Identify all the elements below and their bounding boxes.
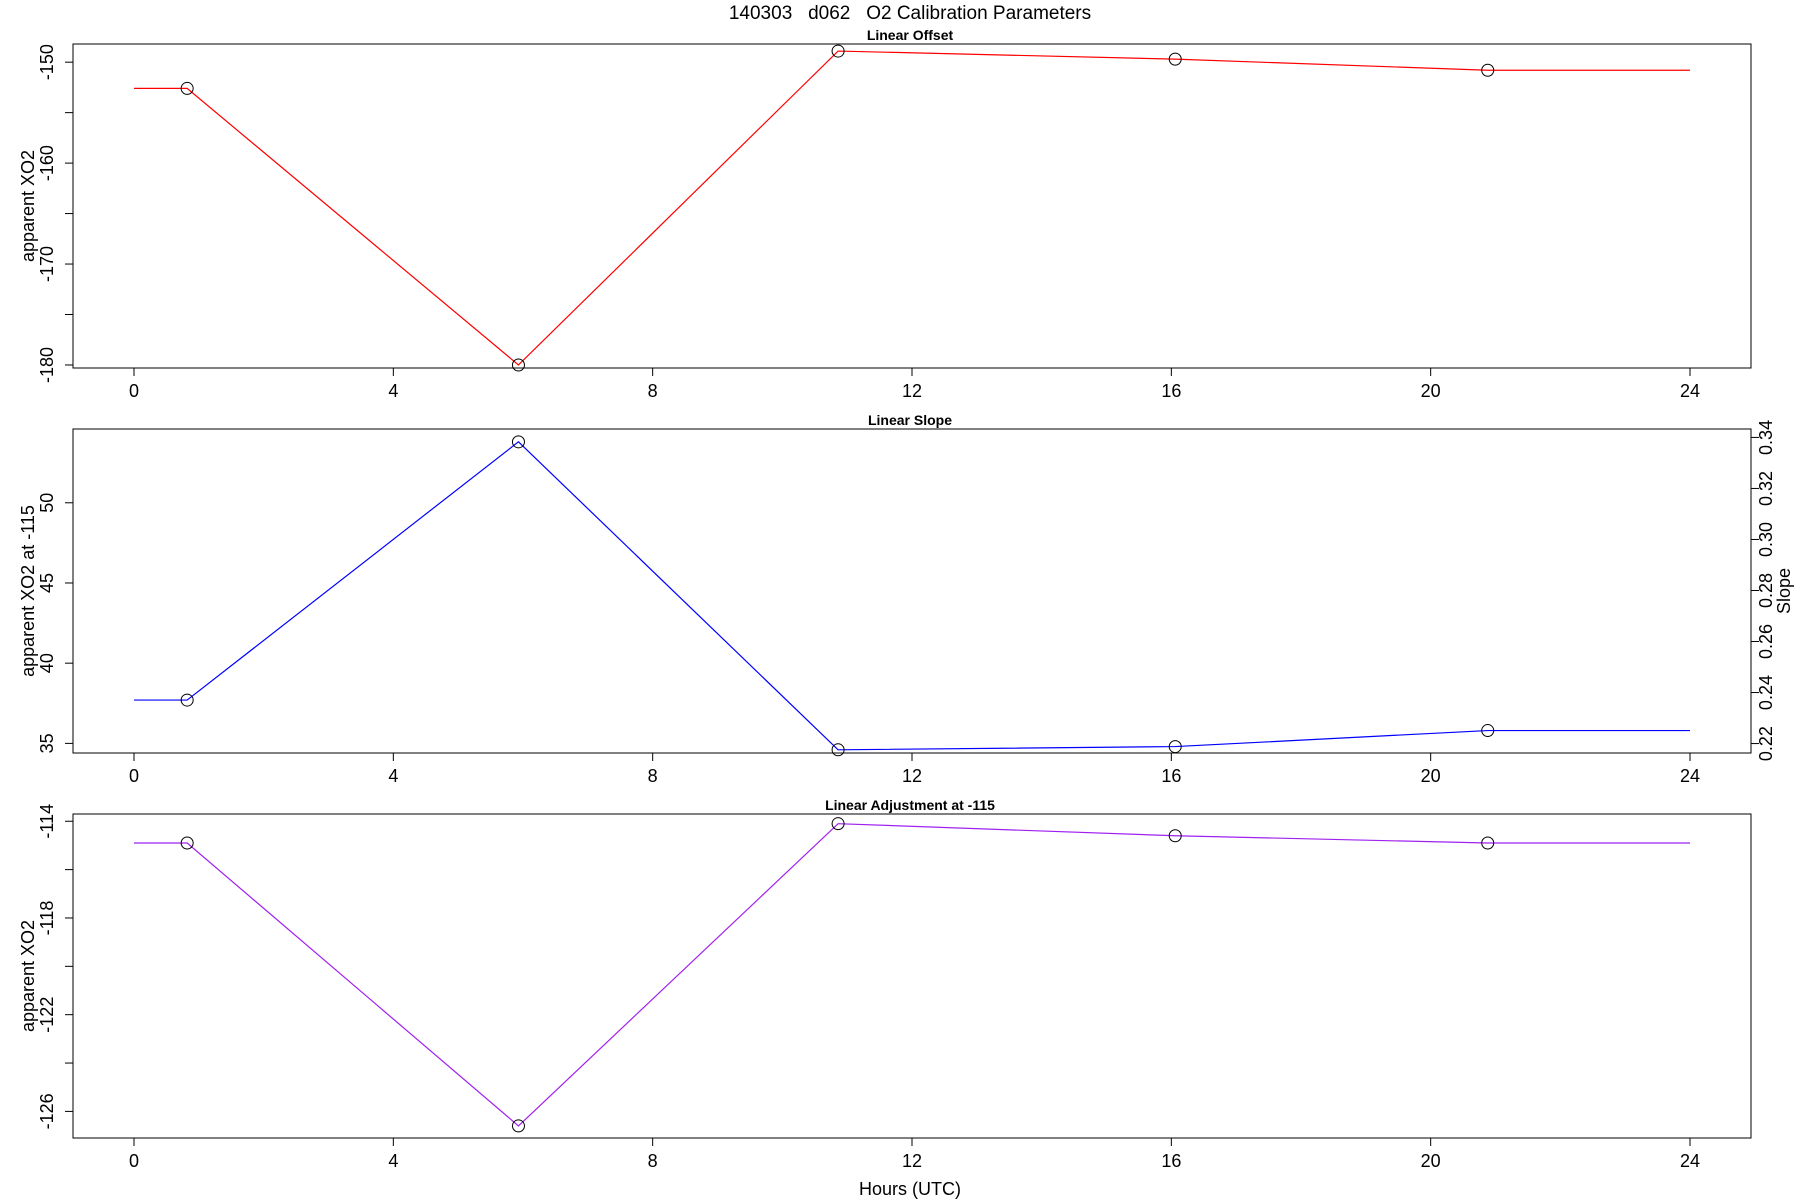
panel-title: Linear Adjustment at -115 xyxy=(825,797,995,813)
data-point xyxy=(180,836,194,850)
x-axis-label: Hours (UTC) xyxy=(859,1179,961,1199)
series-line xyxy=(134,441,1690,751)
data-point xyxy=(1481,63,1495,77)
series-line xyxy=(134,823,1690,1127)
x-tick-label: 12 xyxy=(902,381,922,401)
right-y-tick-label: 0.26 xyxy=(1756,624,1776,659)
right-y-tick-label: 0.34 xyxy=(1756,420,1776,455)
data-point xyxy=(1481,836,1495,850)
x-tick-label: 4 xyxy=(388,1151,398,1171)
y-tick-label: 50 xyxy=(37,493,57,513)
y-tick-label: -150 xyxy=(37,44,57,80)
x-tick-label: 12 xyxy=(902,766,922,786)
data-point xyxy=(180,693,194,707)
x-tick-label: 24 xyxy=(1680,1151,1700,1171)
panel-1: Linear Offset 0 4 8 12 16 20 24 -180 -170 -160 -150… xyxy=(18,27,1752,401)
plot-frame xyxy=(72,813,1752,1139)
x-tick-label: 8 xyxy=(648,766,658,786)
y-axis-label: apparent XO2 xyxy=(18,920,38,1032)
y-tick-label: 35 xyxy=(37,733,57,753)
figure-title: 140303 d062 O2 Calibration Parameters xyxy=(729,3,1091,24)
x-tick-label: 20 xyxy=(1421,381,1441,401)
plot-frame xyxy=(72,428,1752,754)
series-line xyxy=(134,50,1690,366)
y-tick-label: 45 xyxy=(37,573,57,593)
data-point xyxy=(831,817,845,831)
y-axis-label: apparent XO2 at -115 xyxy=(18,505,38,677)
data-point xyxy=(511,435,525,449)
x-tick-label: 20 xyxy=(1421,766,1441,786)
right-y-tick-label: 0.32 xyxy=(1756,471,1776,506)
y-tick-label: -160 xyxy=(37,145,57,181)
panel-2: Linear Slope 0 4 8 12 16 20 24 35 40 45 50apparent … xyxy=(18,412,1794,786)
right-y-axis-label: Slope xyxy=(1774,568,1794,614)
x-tick-label: 0 xyxy=(129,1151,139,1171)
y-tick-label: -118 xyxy=(37,901,57,936)
y-tick-label: -126 xyxy=(37,1093,57,1129)
y-tick-label: -170 xyxy=(37,246,57,282)
data-point xyxy=(1168,52,1182,66)
panel-title: Linear Slope xyxy=(868,412,952,428)
x-tick-label: 16 xyxy=(1161,1151,1181,1171)
x-tick-label: 24 xyxy=(1680,381,1700,401)
x-tick-label: 12 xyxy=(902,1151,922,1171)
x-tick-label: 20 xyxy=(1421,1151,1441,1171)
y-tick-label: 40 xyxy=(37,653,57,673)
right-y-tick-label: 0.30 xyxy=(1756,522,1776,557)
data-point xyxy=(831,44,845,58)
x-tick-label: 16 xyxy=(1161,766,1181,786)
plot-frame xyxy=(72,43,1752,369)
x-tick-label: 24 xyxy=(1680,766,1700,786)
y-tick-label: -180 xyxy=(37,347,57,383)
x-tick-label: 4 xyxy=(388,766,398,786)
x-tick-label: 8 xyxy=(648,1151,658,1171)
y-tick-label: -114 xyxy=(37,804,57,839)
panel-3: Linear Adjustment at -115 0 4 8 12 16 20 24 -126… xyxy=(18,797,1752,1171)
right-y-tick-label: 0.24 xyxy=(1756,675,1776,710)
right-y-tick-label: 0.22 xyxy=(1756,726,1776,761)
x-tick-label: 4 xyxy=(388,381,398,401)
data-point xyxy=(1168,829,1182,843)
right-y-tick-label: 0.28 xyxy=(1756,573,1776,608)
data-point xyxy=(1481,724,1495,738)
data-point xyxy=(511,358,525,372)
data-point xyxy=(831,743,845,757)
x-tick-label: 8 xyxy=(648,381,658,401)
data-point xyxy=(511,1119,525,1133)
data-point xyxy=(1168,740,1182,754)
data-point xyxy=(180,81,194,95)
x-tick-label: 0 xyxy=(129,766,139,786)
x-tick-label: 16 xyxy=(1161,381,1181,401)
y-tick-label: -122 xyxy=(37,997,57,1033)
y-axis-label: apparent XO2 xyxy=(18,150,38,262)
x-tick-label: 0 xyxy=(129,381,139,401)
panel-title: Linear Offset xyxy=(867,27,954,43)
